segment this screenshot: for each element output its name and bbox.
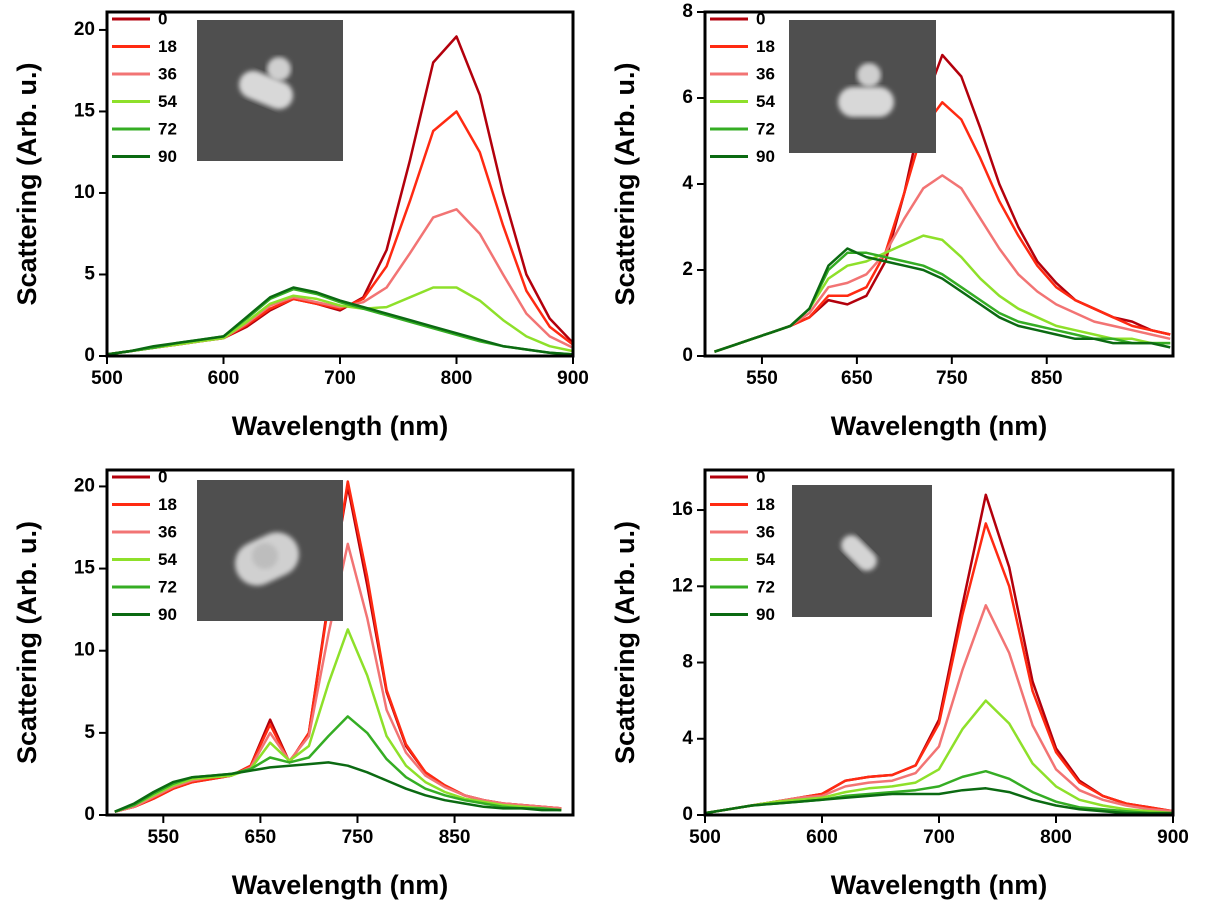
y-tick-label: 6 (682, 87, 693, 108)
legend-label: 90 (158, 605, 177, 624)
y-axis-label: Scattering (Arb. u.) (12, 521, 42, 764)
x-tick-label: 500 (689, 827, 721, 848)
x-tick-label: 850 (439, 827, 471, 848)
series-line (704, 604, 1174, 815)
series-line (714, 234, 1171, 353)
legend-label: 36 (756, 64, 775, 83)
x-axis-label: Wavelength (nm) (232, 870, 449, 900)
plot-frame (105, 468, 575, 817)
legend-label: 0 (158, 9, 167, 28)
inset-image (789, 20, 936, 153)
legend-label: 54 (756, 550, 775, 569)
series-line (704, 699, 1174, 815)
x-tick-label: 800 (441, 368, 473, 389)
x-tick-label: 900 (557, 368, 589, 389)
legend-label: 90 (158, 147, 177, 166)
x-axis-label: Wavelength (nm) (831, 870, 1048, 900)
y-axis-label: Scattering (Arb. u.) (12, 62, 42, 305)
plot-frame (703, 468, 1175, 817)
legend-label: 36 (158, 64, 177, 83)
legend-label: 90 (756, 605, 775, 624)
x-axis-label: Wavelength (nm) (831, 411, 1048, 441)
y-tick-label: 2 (682, 259, 693, 280)
y-tick-label: 8 (682, 1, 693, 22)
y-tick-label: 0 (682, 345, 693, 366)
legend-label: 54 (158, 92, 177, 111)
insets (197, 20, 936, 621)
x-tick-label: 750 (342, 827, 374, 848)
series-line (106, 208, 574, 356)
y-axis-label: Scattering (Arb. u.) (610, 62, 640, 305)
y-tick-label: 0 (682, 804, 693, 825)
legend-label: 18 (756, 495, 775, 514)
y-tick-label: 15 (74, 558, 96, 579)
x-tick-label: 650 (841, 368, 873, 389)
y-tick-label: 8 (682, 652, 693, 673)
series-line (714, 174, 1171, 353)
x-tick-label: 850 (1031, 368, 1063, 389)
legend-label: 18 (756, 37, 775, 56)
x-tick-label: 700 (324, 368, 356, 389)
y-tick-label: 10 (74, 640, 95, 661)
x-tick-label: 550 (746, 368, 778, 389)
series-line (704, 787, 1173, 815)
series-line (704, 493, 1174, 815)
x-tick-label: 900 (1157, 827, 1189, 848)
y-tick-label: 5 (84, 263, 95, 284)
plot-frame (105, 10, 575, 358)
x-axis-label: Wavelength (nm) (232, 411, 449, 441)
series-line (106, 286, 574, 356)
x-tick-label: 750 (936, 368, 968, 389)
legend-label: 0 (756, 467, 765, 486)
series-line (106, 286, 574, 356)
legend-label: 0 (158, 467, 167, 486)
y-tick-label: 4 (682, 728, 693, 749)
x-tick-label: 550 (147, 827, 179, 848)
legend-label: 72 (756, 577, 775, 596)
y-tick-label: 20 (74, 19, 95, 40)
legend-label: 36 (158, 522, 177, 541)
x-tick-label: 800 (1040, 827, 1072, 848)
plot-frame (703, 10, 1175, 358)
y-tick-label: 12 (672, 575, 693, 596)
x-tick-label: 600 (806, 827, 838, 848)
series-line (714, 101, 1171, 353)
y-tick-label: 10 (74, 182, 95, 203)
y-axis-label: Scattering (Arb. u.) (610, 521, 640, 764)
legend-label: 72 (756, 119, 775, 138)
legend-label: 54 (756, 92, 775, 111)
series-line (114, 628, 562, 813)
series-line (114, 761, 562, 813)
y-tick-label: 0 (84, 345, 95, 366)
inset-image (792, 485, 932, 617)
inset-image (197, 480, 343, 621)
y-tick-label: 0 (84, 804, 95, 825)
legend-label: 90 (756, 147, 775, 166)
series-line (714, 53, 1171, 353)
y-tick-label: 4 (682, 173, 693, 194)
legend-label: 36 (756, 522, 775, 541)
x-tick-label: 700 (923, 827, 955, 848)
x-tick-label: 600 (208, 368, 240, 389)
legend-label: 18 (158, 495, 177, 514)
legend-label: 72 (158, 577, 177, 596)
legend-label: 54 (158, 550, 177, 569)
series-line (704, 769, 1173, 815)
inset-image (197, 20, 343, 161)
legend-label: 0 (756, 9, 765, 28)
legend-label: 18 (158, 37, 177, 56)
x-tick-label: 650 (245, 827, 277, 848)
y-tick-label: 5 (84, 722, 95, 743)
y-tick-label: 15 (74, 100, 96, 121)
series-line (714, 247, 1171, 353)
y-tick-label: 16 (672, 499, 693, 520)
x-tick-label: 500 (91, 368, 123, 389)
y-tick-label: 20 (74, 475, 95, 496)
legend-label: 72 (158, 119, 177, 138)
